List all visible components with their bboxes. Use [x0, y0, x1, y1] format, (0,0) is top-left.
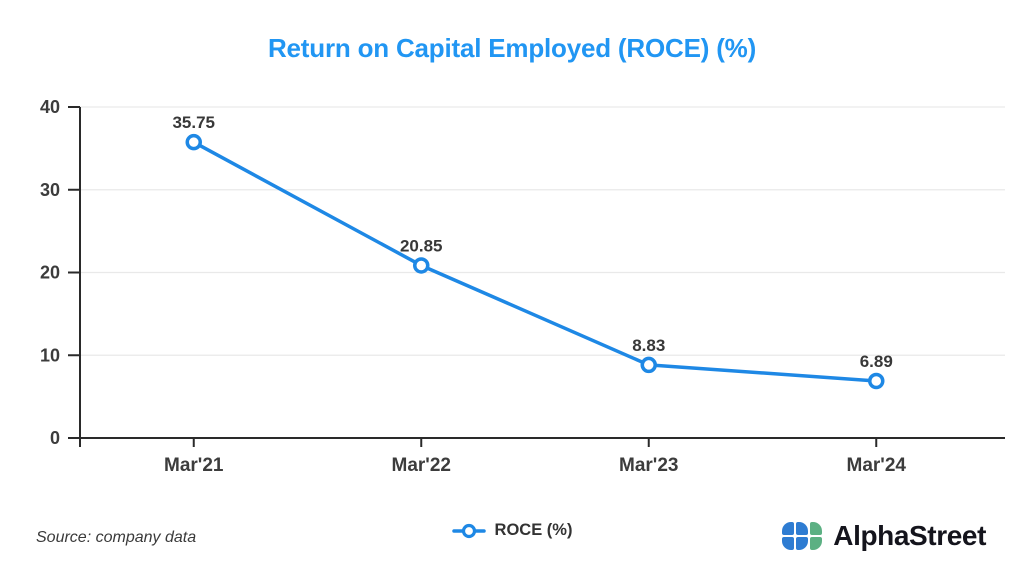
brand-name: AlphaStreet — [833, 520, 986, 551]
y-tick-label: 20 — [40, 263, 60, 283]
logo-petal — [796, 522, 809, 535]
legend-marker-icon — [451, 523, 486, 538]
x-tick-label: Mar'23 — [619, 455, 678, 476]
data-point-marker — [413, 257, 430, 274]
data-point-marker — [868, 372, 885, 390]
data-point-marker — [640, 356, 657, 374]
data-point-label: 35.75 — [172, 113, 215, 132]
x-tick-label: Mar'22 — [392, 455, 451, 476]
legend-label: ROCE (%) — [494, 521, 573, 539]
y-tick-label: 40 — [40, 97, 60, 117]
data-point-label: 20.85 — [400, 236, 443, 255]
data-point-marker — [185, 133, 202, 151]
chart-title: Return on Capital Employed (ROCE) (%) — [267, 33, 757, 63]
y-tick-label: 30 — [40, 180, 60, 200]
roce-line — [192, 140, 878, 383]
y-tick-label: 10 — [40, 345, 60, 365]
logo-petal — [810, 522, 823, 535]
logo-petal — [782, 522, 795, 535]
data-point-label: 8.83 — [632, 336, 665, 355]
data-point-label: 6.89 — [860, 352, 893, 371]
alphastreet-logo: AlphaStreet — [782, 520, 986, 552]
y-tick-label: 0 — [50, 428, 60, 448]
source-note: Source: company data — [36, 529, 197, 546]
x-tick-label: Mar'24 — [847, 455, 907, 476]
logo-petal — [796, 537, 809, 550]
roce-line-chart: 0 10 20 30 40 Mar'21 Mar'22 Mar'23 Mar'24 35.75 20… — [40, 97, 1005, 476]
alphastreet-icon — [782, 522, 823, 550]
x-tick-label: Mar'21 — [164, 455, 224, 476]
logo-petal — [810, 537, 823, 550]
logo-petal — [782, 537, 795, 550]
